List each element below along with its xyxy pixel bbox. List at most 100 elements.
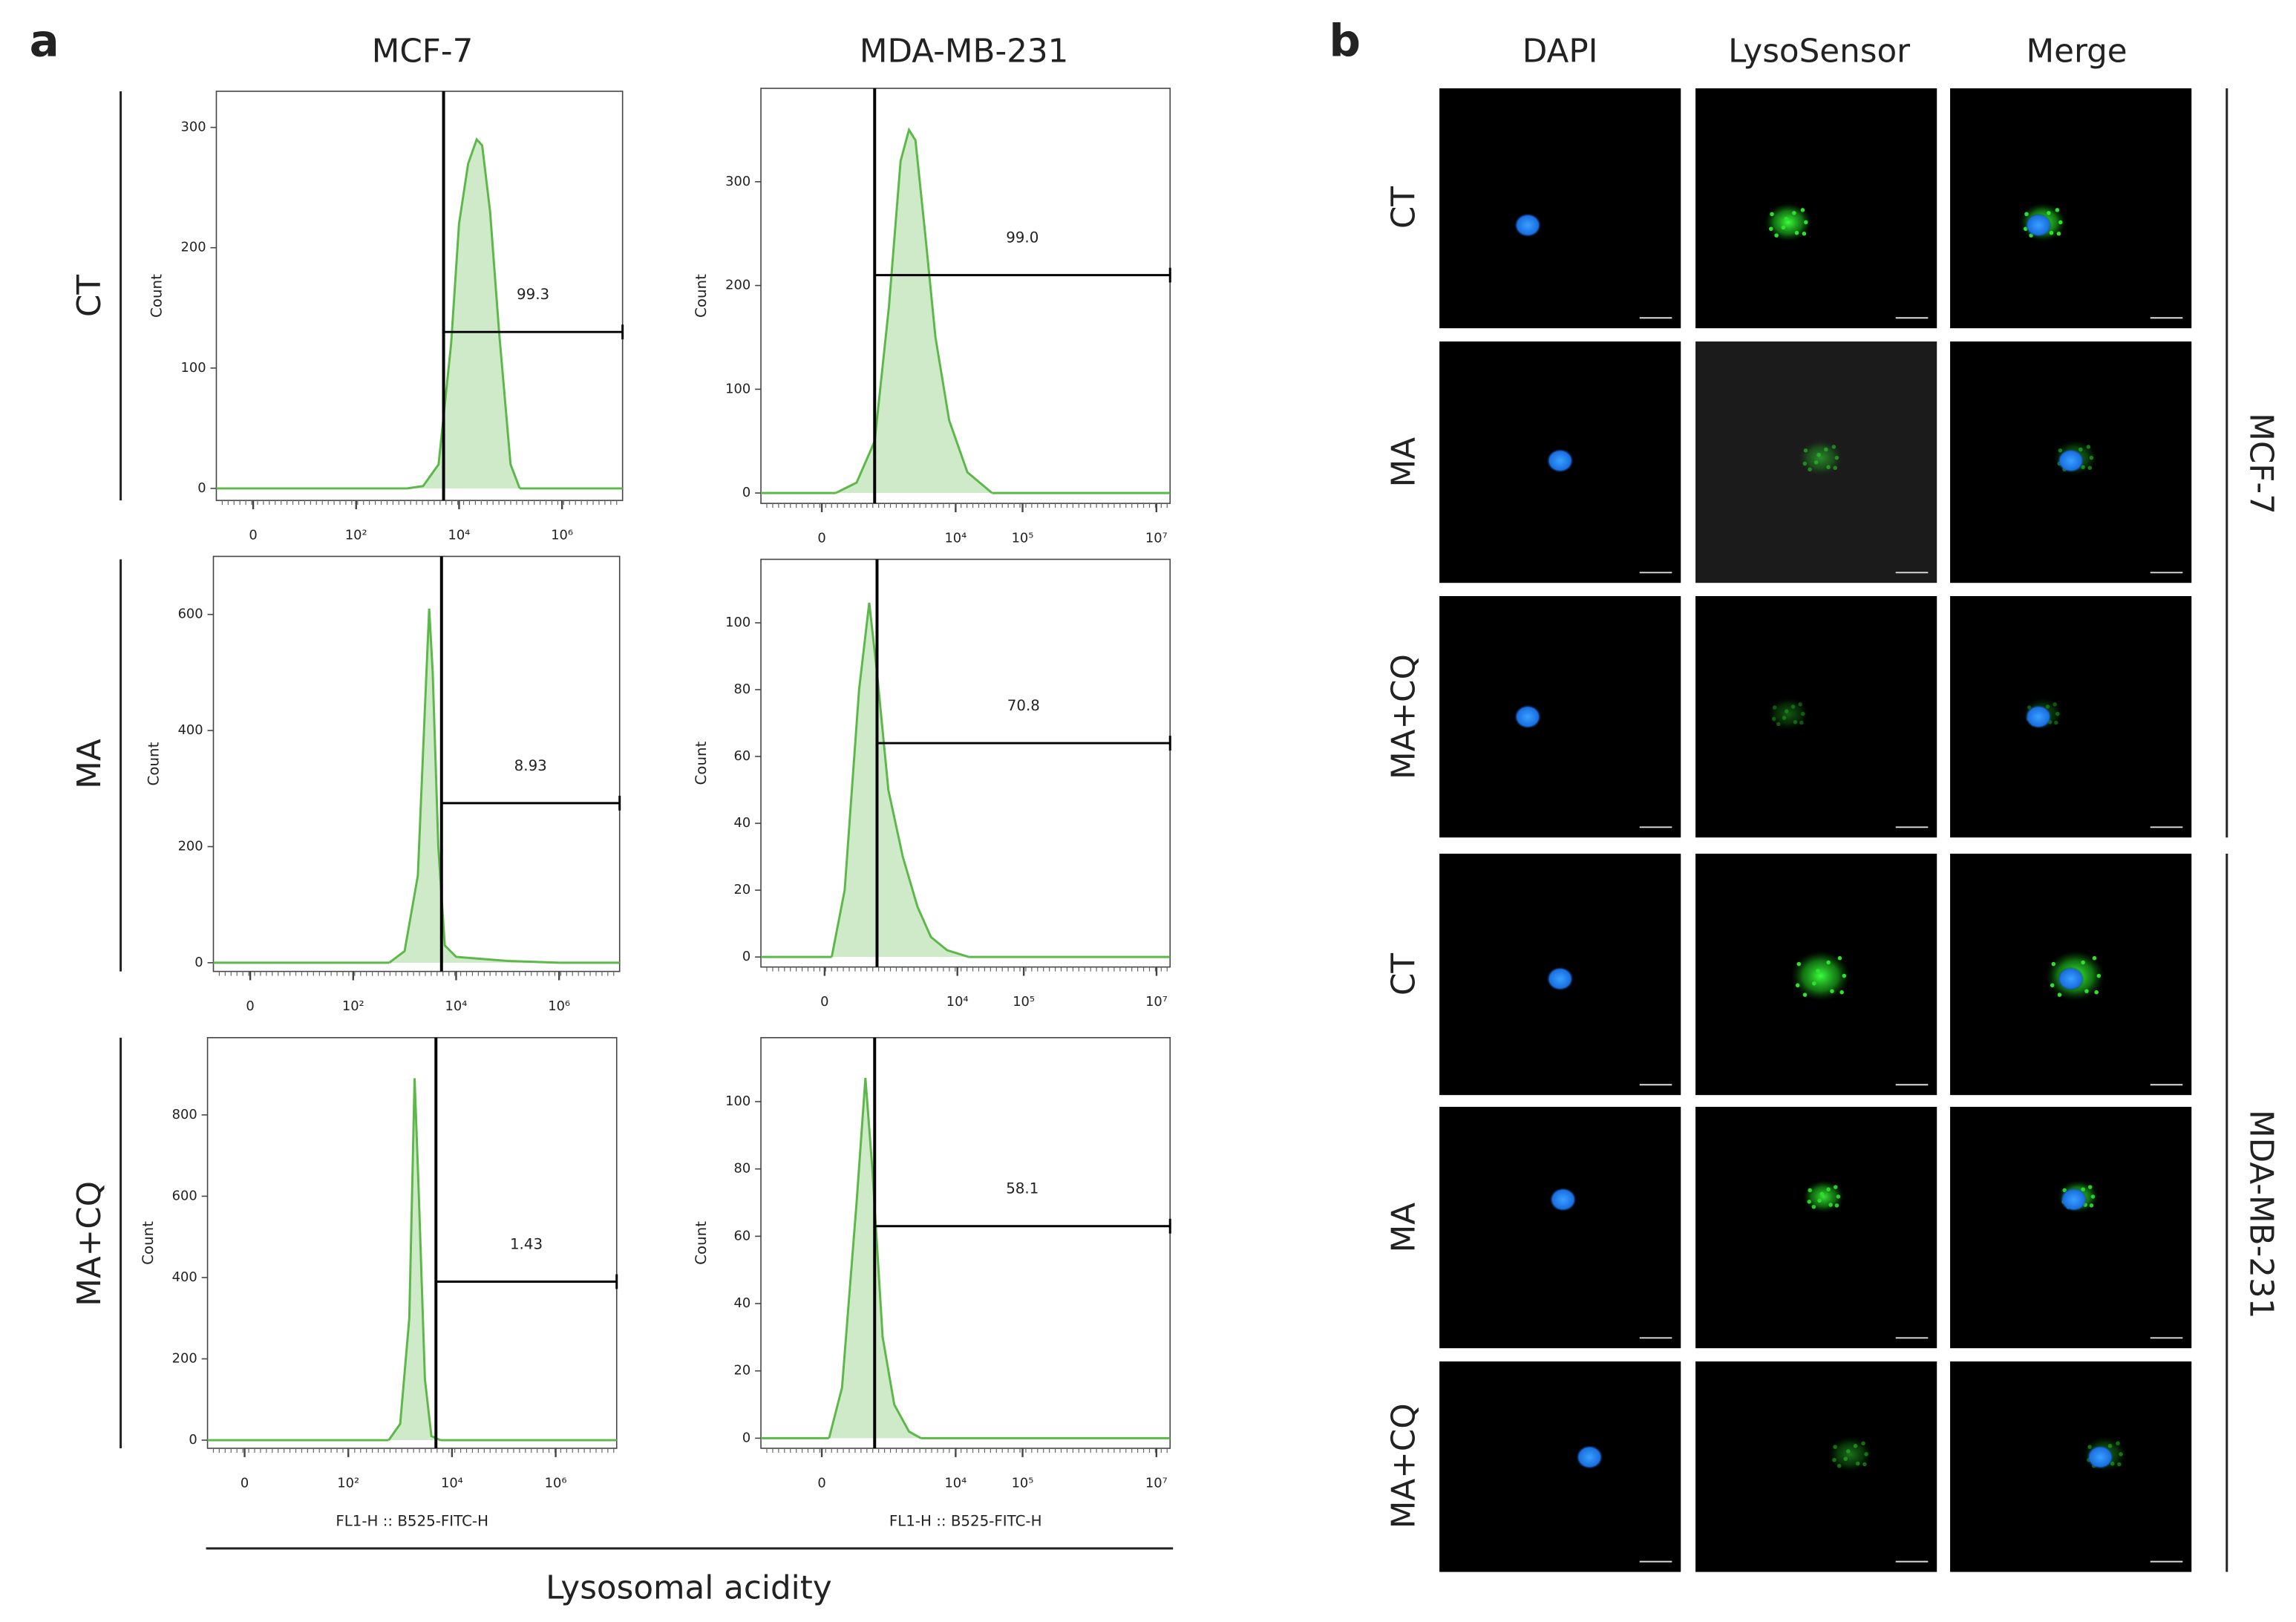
lysosome-dot xyxy=(1782,716,1787,720)
y-tick-label: 400 xyxy=(172,1269,197,1285)
lysosome-dot xyxy=(1811,1204,1816,1209)
lysosome-signal xyxy=(1790,950,1851,1001)
row-label: CT xyxy=(1385,953,1422,995)
lysosome-dot xyxy=(1817,1198,1822,1203)
micrograph xyxy=(1439,88,1681,329)
lysosome-dot xyxy=(1819,1191,1825,1197)
lysosome-dot xyxy=(1833,1185,1838,1189)
micrograph xyxy=(1439,1107,1681,1349)
x-tick-label: 10⁷ xyxy=(1145,531,1168,546)
histogram xyxy=(828,1078,922,1439)
nucleus xyxy=(1576,1445,1603,1469)
y-tick-label: 800 xyxy=(172,1107,197,1122)
lysosome-dot xyxy=(1795,983,1800,988)
lysosome-dot xyxy=(1808,467,1812,472)
lysosome-dot xyxy=(1790,704,1796,709)
histogram xyxy=(387,1078,442,1442)
y-tick-label: 20 xyxy=(733,1363,750,1379)
nucleus xyxy=(1514,704,1541,729)
lysosome-dot xyxy=(1799,720,1804,725)
histogram xyxy=(388,608,560,964)
gate-percent: 58.1 xyxy=(1006,1180,1039,1197)
lysosome-dot xyxy=(2024,212,2029,217)
nucleus xyxy=(2057,967,2084,991)
lysosome-dot xyxy=(1769,226,1773,232)
x-tick-label: 10⁶ xyxy=(551,528,573,543)
lysosome-dot xyxy=(2094,990,2099,995)
lysosome-dot xyxy=(1772,705,1777,710)
row-label: CT xyxy=(1385,186,1422,229)
x-tick-label: 10⁵ xyxy=(1012,1476,1034,1491)
y-tick-label: 60 xyxy=(733,748,750,764)
lysosome-dot xyxy=(1776,722,1781,727)
row-label: MA+CQ xyxy=(71,1181,108,1307)
lysosome-dot xyxy=(1771,716,1776,722)
x-tick-label: 10⁴ xyxy=(944,1476,967,1491)
lysosome-dot xyxy=(1826,960,1831,965)
lysosome-dot xyxy=(1861,1441,1865,1446)
micrograph xyxy=(1950,1107,2192,1349)
lysosome-dot xyxy=(1832,1457,1837,1462)
x-tick-label: 10⁴ xyxy=(441,1476,463,1491)
lysosome-dot xyxy=(2096,973,2102,978)
nucleus xyxy=(2060,1188,2087,1211)
y-tick-label: 300 xyxy=(181,120,206,135)
lysosome-dot xyxy=(2107,1444,2113,1448)
column-header: LysoSensor xyxy=(1728,33,1910,70)
histogram xyxy=(830,602,969,958)
lysosome-dot xyxy=(1837,1463,1842,1468)
row-label: MA xyxy=(71,739,108,789)
micrograph xyxy=(1695,88,1937,329)
x-tick-label: 10⁴ xyxy=(946,994,969,1010)
lysosome-dot xyxy=(2081,960,2085,965)
lysosome-dot xyxy=(2116,1441,2120,1446)
y-tick-label: 80 xyxy=(733,681,750,697)
x-tick-label: 10⁴ xyxy=(445,998,468,1014)
lysosome-dot xyxy=(1839,990,1844,995)
lysosome-signal xyxy=(1798,439,1843,476)
lysosome-dot xyxy=(1798,702,1802,707)
gate-percent: 99.3 xyxy=(517,286,549,303)
plot-frame xyxy=(206,1037,618,1449)
lysosome-dot xyxy=(1802,993,1808,997)
y-tick-label: 200 xyxy=(178,838,203,854)
lysosome-dot xyxy=(1828,1203,1833,1207)
y-tick-label: 20 xyxy=(733,882,750,897)
y-axis-title: Count xyxy=(693,741,710,785)
lysosome-dot xyxy=(2084,989,2089,993)
lysosome-dot xyxy=(1830,989,1834,993)
x-axis-title: FL1-H :: B525-FITC-H xyxy=(336,1513,488,1530)
y-tick-label: 200 xyxy=(725,278,750,293)
lysosome-dot xyxy=(1792,211,1796,215)
lysosome-dot xyxy=(1794,230,1799,235)
group-label: MCF-7 xyxy=(2242,413,2279,514)
lysosome-dot xyxy=(1803,448,1808,453)
lysosome-dot xyxy=(1826,465,1831,470)
lysosome-dot xyxy=(1796,961,1802,967)
lysosome-dot xyxy=(1774,233,1779,238)
axis-title: Lysosomal acidity xyxy=(546,1569,832,1606)
lysosome-dot xyxy=(1808,1188,1813,1193)
x-tick-label: 10² xyxy=(342,998,364,1014)
lysosome-dot xyxy=(1802,461,1808,466)
row-label: MA+CQ xyxy=(1385,654,1422,779)
micrograph xyxy=(1950,88,2192,329)
lysosome-dot xyxy=(2054,720,2058,725)
histogram-fill xyxy=(408,139,520,488)
y-tick-label: 100 xyxy=(725,1093,750,1109)
y-tick-label: 300 xyxy=(725,174,750,189)
histogram xyxy=(407,137,521,490)
nucleus xyxy=(1546,967,1574,991)
lysosome-dot xyxy=(2078,447,2083,452)
lysosome-dot xyxy=(1784,709,1789,713)
lysosome-dot xyxy=(1770,212,1774,217)
x-tick-label: 10⁶ xyxy=(548,998,570,1014)
lysosome-dot xyxy=(1843,1456,1848,1462)
plot-frame xyxy=(215,91,624,501)
x-tick-label: 0 xyxy=(817,531,825,546)
nucleus xyxy=(2025,704,2052,729)
lysosome-dot xyxy=(1800,208,1805,212)
x-tick-label: 10⁵ xyxy=(1013,994,1035,1010)
y-tick-label: 60 xyxy=(733,1228,750,1243)
